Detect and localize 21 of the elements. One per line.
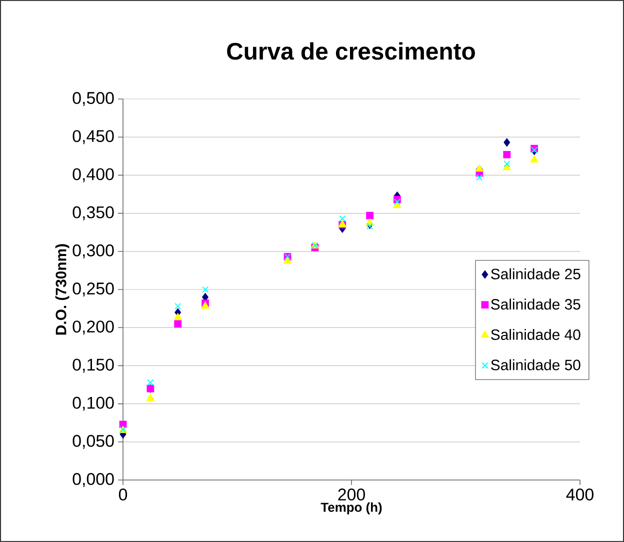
chart-title: Curva de crescimento bbox=[227, 42, 475, 60]
x-axis-title: Tempo (h) bbox=[320, 502, 382, 514]
y-tick-label: 0,150 bbox=[72, 358, 114, 373]
y-axis-title: D.O. (730nm) bbox=[55, 244, 70, 335]
y-tick-label: 0,100 bbox=[72, 396, 114, 411]
y-tick-label: 0,200 bbox=[72, 320, 114, 335]
y-tick-label: 0,450 bbox=[72, 130, 114, 144]
y-tick-label: 0,350 bbox=[72, 206, 114, 220]
x-tick-label: 0 bbox=[118, 488, 128, 501]
legend-label: Salinidade 50 bbox=[491, 359, 580, 370]
y-tick-label: 0,300 bbox=[72, 244, 114, 258]
y-tick-label: 0,250 bbox=[72, 282, 114, 296]
x-tick-label: 400 bbox=[566, 488, 594, 501]
x-tick-label: 200 bbox=[338, 488, 365, 501]
y-tick-label: 0,000 bbox=[72, 473, 114, 487]
y-tick-label: 0,400 bbox=[72, 168, 114, 182]
legend-label: Salinidade 40 bbox=[491, 328, 580, 340]
y-tick-label: 0,050 bbox=[72, 434, 114, 449]
legend-label: Salinidade 35 bbox=[491, 298, 580, 310]
legend-label: Salinidade 25 bbox=[491, 268, 580, 280]
y-tick-label: 0,500 bbox=[72, 92, 114, 106]
